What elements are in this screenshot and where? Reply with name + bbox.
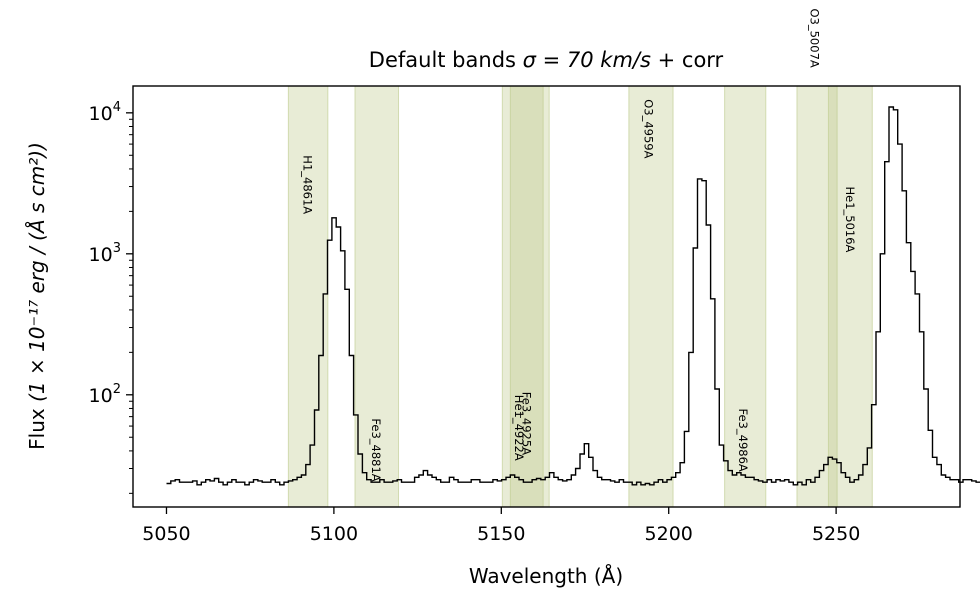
x-tick-label: 5050 (142, 523, 190, 545)
y-tick-label: 104 (89, 100, 121, 125)
line-label-3: He1_4922A (512, 395, 526, 461)
x-axis-ticks: 5050 5100 5150 5200 5250 (142, 507, 860, 545)
x-tick-label: 5100 (310, 523, 358, 545)
line-label-2: Fe3_4925A (519, 392, 533, 455)
band-3 (509, 85, 550, 508)
band-regions (287, 85, 873, 508)
x-tick-label: 5150 (477, 523, 525, 545)
y-axis-ticks: 102 103 104 (89, 100, 133, 494)
line-label-7: He1_5016A (843, 187, 857, 253)
line-label-5: Fe3_4986A (736, 409, 750, 472)
band-7 (827, 85, 873, 508)
band-4 (628, 85, 674, 508)
line-label-6: O3_5007A (807, 9, 821, 68)
y-axis-label: Flux (1 × 10⁻¹⁷ erg / (Å s cm²)) (25, 142, 49, 450)
band-1 (354, 85, 400, 508)
x-axis-label: Wavelength (Å) (469, 564, 623, 588)
x-tick-label: 5250 (812, 523, 860, 545)
line-label-0: H1_4861A (300, 155, 314, 214)
y-tick-label: 103 (89, 241, 121, 266)
y-tick-label: 102 (89, 382, 121, 407)
chart-title: Default bands σ = 70 km/s + corr (369, 48, 724, 72)
spectrum-line (166, 106, 980, 486)
x-tick-label: 5200 (645, 523, 693, 545)
band-0 (287, 85, 329, 508)
line-label-4: O3_4959A (641, 99, 655, 158)
band-5 (724, 85, 767, 508)
line-label-1: Fe3_4881A (369, 418, 383, 481)
